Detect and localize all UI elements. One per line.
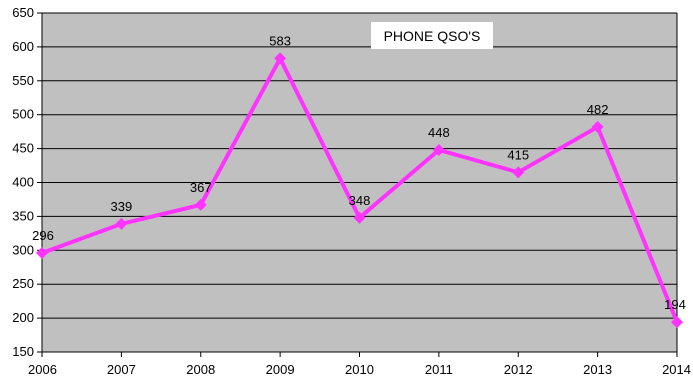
x-tick-label-2010: 2010 bbox=[345, 362, 374, 377]
data-label-2011: 448 bbox=[428, 125, 450, 140]
y-axis-tick-labels: 150 200 250 300 350 400 450 500 550 600 650 bbox=[12, 5, 34, 359]
data-label-2008: 367 bbox=[190, 180, 212, 195]
data-labels: 296 339 367 583 348 448 415 482 194 bbox=[32, 33, 686, 312]
data-point-2014 bbox=[671, 316, 683, 329]
data-point-2010 bbox=[353, 211, 366, 224]
data-point-2013 bbox=[591, 120, 604, 133]
data-point-2012 bbox=[512, 166, 525, 179]
y-tick-label: 650 bbox=[12, 5, 34, 20]
x-tick-label-2007: 2007 bbox=[107, 362, 136, 377]
data-point-2008 bbox=[194, 198, 207, 211]
y-tick-label: 200 bbox=[12, 310, 34, 325]
y-tick-label: 400 bbox=[12, 175, 34, 190]
y-tick-label: 550 bbox=[12, 73, 34, 88]
x-tick-label-2011: 2011 bbox=[425, 362, 453, 377]
x-tick-label-2012: 2012 bbox=[504, 362, 533, 377]
series bbox=[36, 52, 683, 329]
y-tick-label: 600 bbox=[12, 39, 34, 54]
data-label-2012: 415 bbox=[507, 147, 529, 162]
x-tick-label-2013: 2013 bbox=[583, 362, 612, 377]
data-label-2010: 348 bbox=[349, 193, 371, 208]
y-tick-label: 150 bbox=[12, 344, 34, 359]
y-tick-label: 300 bbox=[12, 242, 34, 257]
data-point-2006 bbox=[36, 247, 48, 260]
data-label-2009: 583 bbox=[269, 33, 291, 48]
x-tick-label-2014: 2014 bbox=[662, 362, 691, 377]
data-label-2014: 194 bbox=[664, 297, 686, 312]
y-tick-label: 500 bbox=[12, 107, 34, 122]
x-tick-label-2006: 2006 bbox=[28, 362, 57, 377]
data-label-2013: 482 bbox=[587, 102, 609, 117]
x-tick-label-2009: 2009 bbox=[266, 362, 295, 377]
y-tick-label: 450 bbox=[12, 141, 34, 156]
data-label-2006: 296 bbox=[32, 228, 54, 243]
data-point-2007 bbox=[115, 217, 128, 230]
x-tick-label-2008: 2008 bbox=[186, 362, 215, 377]
chart-title-text: PHONE QSO'S bbox=[384, 28, 481, 44]
data-point-2009 bbox=[274, 52, 287, 65]
y-tick-label: 350 bbox=[12, 208, 34, 223]
chart-title: PHONE QSO'S bbox=[371, 22, 493, 49]
chart-title-box bbox=[371, 22, 493, 49]
data-label-2007: 339 bbox=[111, 199, 133, 214]
y-tick-label: 250 bbox=[12, 276, 34, 291]
x-axis-tick-labels: 2006 2007 2008 2009 2010 2011 2012 2013 2014 bbox=[28, 362, 691, 377]
data-point-2011 bbox=[432, 143, 445, 156]
